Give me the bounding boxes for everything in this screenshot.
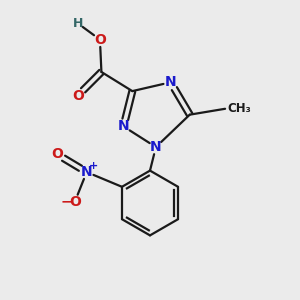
- Text: N: N: [165, 75, 176, 89]
- Text: +: +: [88, 160, 98, 171]
- Text: N: N: [118, 119, 129, 134]
- Text: N: N: [150, 140, 162, 154]
- Text: O: O: [69, 194, 81, 208]
- Text: O: O: [72, 88, 84, 103]
- Text: −: −: [61, 194, 73, 208]
- Text: O: O: [51, 147, 63, 161]
- Text: N: N: [81, 165, 92, 179]
- Text: H: H: [73, 17, 83, 30]
- Text: O: O: [94, 33, 106, 46]
- Text: CH₃: CH₃: [227, 102, 251, 115]
